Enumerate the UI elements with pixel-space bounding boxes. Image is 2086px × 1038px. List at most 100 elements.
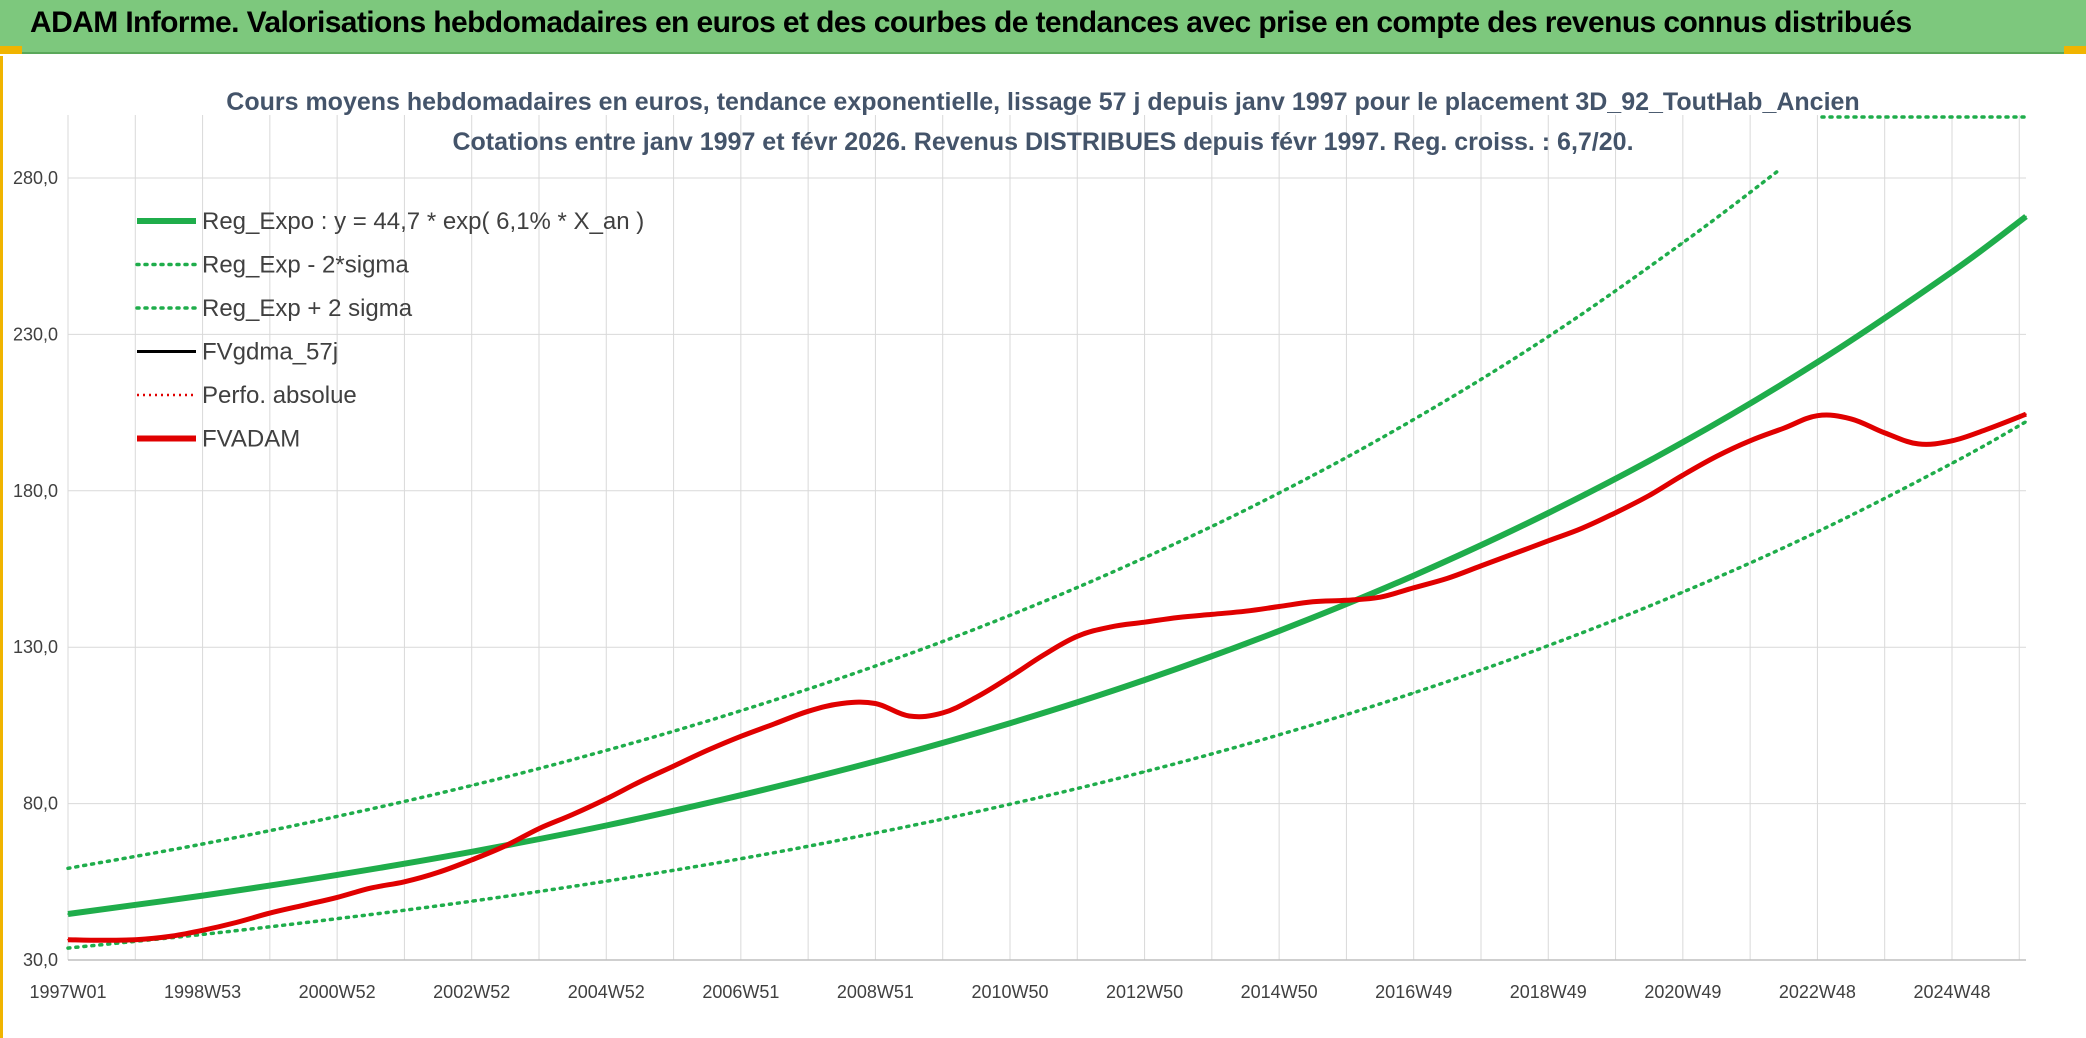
x-tick-label: 2004W52 [568, 982, 645, 1002]
data-point [1682, 591, 1684, 593]
data-point [134, 938, 137, 941]
y-tick-label: 80,0 [23, 794, 58, 814]
x-tick-label: 2018W49 [1510, 982, 1587, 1002]
x-axis: 1997W01 1998W53 2000W52 2002W52 2004W52 2006W… [29, 982, 1990, 1002]
data-point [639, 780, 641, 783]
data-point [302, 904, 305, 907]
data-point [1850, 418, 1852, 420]
data-point [336, 917, 338, 920]
data-point [437, 871, 439, 874]
chart-title-line1: Cours moyens hebdomadaires en euros, ten… [226, 88, 1859, 116]
legend-label: FVgdma_57j [202, 339, 338, 366]
data-point [1311, 601, 1314, 603]
data-point [1648, 494, 1651, 497]
data-point [1143, 679, 1146, 681]
data-point [1446, 577, 1449, 580]
data-point [100, 939, 103, 942]
data-point [1715, 455, 1718, 458]
data-point [1547, 512, 1550, 514]
x-tick-label: 2010W50 [971, 982, 1048, 1002]
legend-label: Reg_Exp - 2*sigma [202, 252, 409, 279]
data-point [1883, 432, 1886, 434]
data-point [1379, 596, 1381, 598]
data-point [975, 696, 978, 699]
report-banner: ADAM Informe. Valorisations hebdomadaire… [0, 0, 2086, 54]
data-point [1547, 644, 1550, 647]
data-point [201, 933, 204, 936]
data-point [874, 832, 877, 834]
data-point [1042, 654, 1045, 656]
data-point [1547, 540, 1550, 542]
data-point [470, 784, 473, 787]
data-point [740, 709, 742, 712]
data-point [1749, 439, 1751, 442]
grid-lines [67, 115, 2026, 961]
data-point [1177, 616, 1180, 619]
data-point [1412, 574, 1415, 577]
data-point [874, 760, 877, 763]
series-fvadam [67, 411, 2027, 943]
data-point [908, 715, 910, 717]
data-point [1110, 626, 1112, 628]
data-point [470, 859, 473, 861]
data-point [470, 850, 473, 853]
data-point [1480, 565, 1482, 567]
data-point [840, 702, 843, 705]
data-point [1412, 586, 1415, 589]
data-point [740, 857, 742, 860]
legend-label: Reg_Exp + 2 sigma [202, 295, 413, 322]
data-point [1513, 552, 1516, 555]
data-point [1244, 610, 1247, 613]
data-point [773, 723, 776, 725]
x-tick-label: 2022W48 [1779, 982, 1856, 1002]
data-point [470, 900, 473, 902]
data-point [1412, 692, 1415, 694]
data-point [672, 765, 675, 767]
x-tick-label: 1998W53 [164, 982, 241, 1002]
data-point [740, 735, 742, 738]
legend-label: Perfo. absolue [202, 382, 357, 409]
data-point [1278, 733, 1280, 736]
data-point [1143, 556, 1146, 559]
x-tick-label: 2000W52 [299, 982, 376, 1002]
data-point [706, 749, 709, 752]
legend-label: FVADAM [202, 426, 300, 453]
data-point [1278, 492, 1280, 494]
data-point [1951, 271, 1953, 273]
banner-accent-left [0, 46, 22, 54]
data-point [269, 912, 271, 914]
data-point [1782, 427, 1785, 430]
data-point [1816, 414, 1819, 417]
x-tick-label: 2016W49 [1375, 982, 1452, 1002]
x-tick-label: 2014W50 [1241, 982, 1318, 1002]
data-point [1547, 335, 1550, 338]
y-tick-label: 230,0 [13, 324, 58, 344]
data-point [941, 712, 944, 714]
data-point [67, 947, 69, 949]
y-tick-label: 280,0 [13, 168, 58, 188]
data-point [807, 710, 809, 713]
data-point [1682, 441, 1684, 444]
data-point [235, 921, 238, 924]
chart-frame [0, 56, 2086, 1038]
data-point [874, 665, 877, 667]
data-point [605, 798, 608, 800]
data-point [369, 887, 372, 889]
data-point [67, 867, 69, 870]
series-reg-expo [67, 214, 2028, 917]
data-point [1776, 170, 1778, 173]
chart-title-line2: Cotations entre janv 1997 et févr 2026. … [452, 128, 1633, 156]
data-point [1581, 527, 1583, 530]
y-tick-label: 130,0 [13, 637, 58, 657]
data-point [67, 938, 69, 941]
x-tick-label: 2020W49 [1644, 982, 1721, 1002]
data-point [2025, 215, 2027, 218]
data-point [1951, 439, 1953, 442]
x-tick-label: 1997W01 [29, 982, 106, 1002]
data-point [336, 874, 338, 876]
data-point [1345, 599, 1348, 602]
data-point [605, 749, 608, 752]
data-point [201, 843, 204, 845]
data-point [403, 881, 406, 883]
data-point [1009, 676, 1011, 678]
